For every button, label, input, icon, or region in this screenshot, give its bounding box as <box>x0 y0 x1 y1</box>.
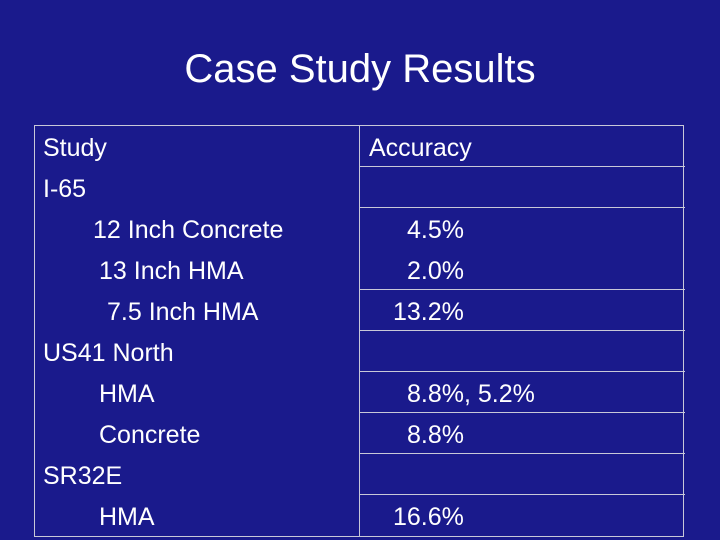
accuracy-cell: 2.0% <box>407 257 464 285</box>
study-cell: 13 Inch HMA <box>99 257 244 285</box>
row-divider <box>359 494 685 495</box>
results-table: Study Accuracy I-65 12 Inch Concrete 13 … <box>34 125 685 537</box>
row-divider <box>359 412 685 413</box>
row-divider <box>359 453 685 454</box>
study-cell: I-65 <box>43 175 87 203</box>
accuracy-cell: 4.5% <box>407 216 464 244</box>
header-accuracy: Accuracy <box>369 134 472 162</box>
row-divider <box>359 330 685 331</box>
accuracy-cell: 13.2% <box>393 298 464 326</box>
accuracy-cell: 16.6% <box>393 503 464 531</box>
slide-title: Case Study Results <box>184 47 536 91</box>
column-divider <box>359 126 360 536</box>
header-study: Study <box>43 134 107 162</box>
accuracy-cell: 8.8%, 5.2% <box>407 380 535 408</box>
study-cell: HMA <box>99 503 155 531</box>
row-divider <box>359 166 685 167</box>
study-cell: HMA <box>99 380 155 408</box>
study-cell: 7.5 Inch HMA <box>107 298 259 326</box>
study-cell: 12 Inch Concrete <box>93 216 284 244</box>
row-divider <box>359 289 685 290</box>
accuracy-cell: 8.8% <box>407 421 464 449</box>
row-divider <box>359 207 685 208</box>
study-cell: US41 North <box>43 339 174 367</box>
study-cell: SR32E <box>43 462 123 490</box>
study-cell: Concrete <box>99 421 201 449</box>
row-divider <box>359 371 685 372</box>
